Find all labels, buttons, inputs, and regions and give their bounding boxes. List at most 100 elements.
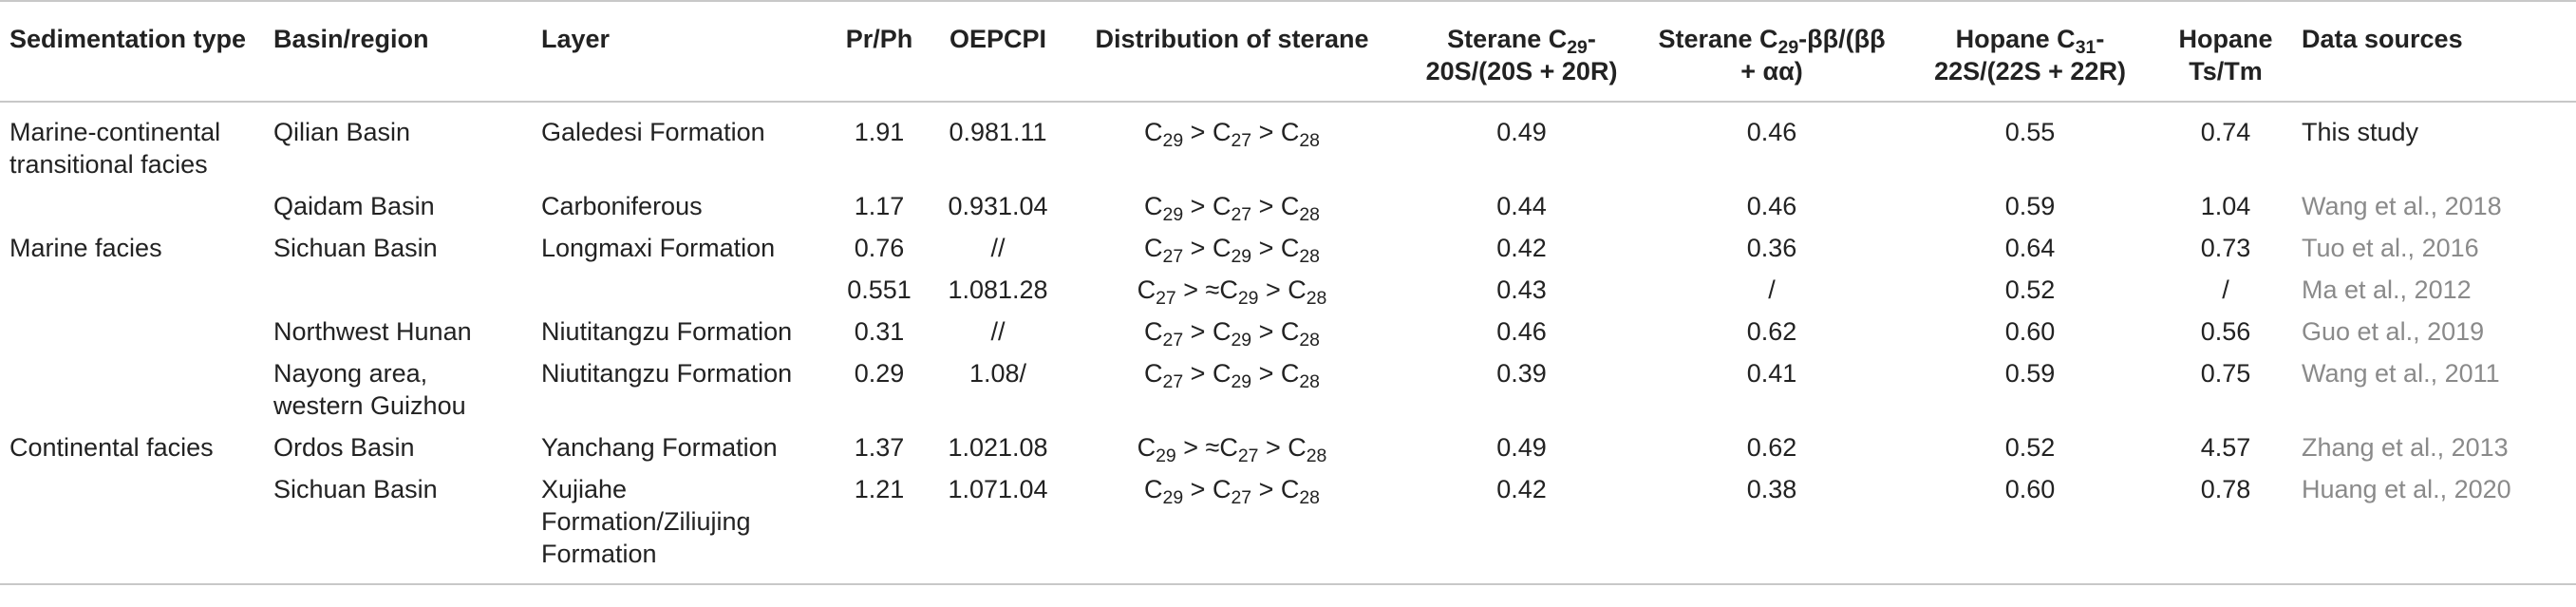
cell-oepcpi: // bbox=[990, 317, 1006, 346]
header-sedimentation-type: Sedimentation type bbox=[0, 0, 264, 103]
table-row: 0.551 1.081.28 C27 > ≈C29 > C28 0.43 / 0.52 / M… bbox=[0, 269, 2576, 311]
cell-basin-region: Ordos Basin bbox=[273, 433, 415, 462]
cell-sterane-20s: 0.42 bbox=[1401, 468, 1643, 585]
header-sterane-bb: Sterane C29-ββ/(ββ + αα) bbox=[1643, 0, 1901, 103]
cell-hopane-22s: 0.64 bbox=[2004, 234, 2056, 262]
cell-sterane-20s: 0.43 bbox=[1496, 275, 1547, 304]
cell-hopane-22s: 0.60 bbox=[2004, 317, 2056, 346]
cell-data-source[interactable]: Huang et al., 2020 bbox=[2292, 468, 2576, 585]
cell-pr-ph: 0.551 bbox=[847, 275, 912, 304]
cell-pr-ph: 1.91 bbox=[854, 118, 905, 146]
cell-data-source[interactable]: Wang et al., 2018 bbox=[2302, 192, 2502, 220]
cell-distribution: C29 > C27 > C28 bbox=[1063, 468, 1401, 585]
cell-sedimentation-type: Marine-continental transitional facies bbox=[9, 118, 221, 179]
cell-layer: Niutitangzu Formation bbox=[541, 317, 793, 346]
header-sterane-20s: Sterane C29-20S/(20S + 20R) bbox=[1401, 0, 1643, 103]
cell-distribution: C27 > ≈C29 > C28 bbox=[1137, 275, 1327, 309]
cell-oepcpi: 1.081.28 bbox=[948, 275, 1048, 304]
cell-hopane-22s: 0.59 bbox=[2004, 359, 2056, 388]
cell-data-source[interactable]: Tuo et al., 2016 bbox=[2302, 234, 2479, 262]
cell-sterane-20s: 0.39 bbox=[1496, 359, 1547, 388]
cell-hopane-ts: 0.75 bbox=[2200, 359, 2251, 388]
cell-sterane-bb: 0.62 bbox=[1746, 433, 1797, 462]
cell-pr-ph: 0.76 bbox=[854, 234, 905, 262]
cell-basin-region: Qilian Basin bbox=[273, 118, 411, 146]
cell-layer: Carboniferous bbox=[541, 192, 703, 220]
cell-hopane-ts: 4.57 bbox=[2200, 433, 2251, 462]
cell-sterane-bb: 0.38 bbox=[1643, 468, 1901, 585]
cell-hopane-ts: 1.04 bbox=[2200, 192, 2251, 220]
cell-layer: Yanchang Formation bbox=[541, 433, 778, 462]
header-distribution: Distribution of sterane bbox=[1063, 0, 1401, 103]
cell-sterane-bb: 0.46 bbox=[1746, 192, 1797, 220]
cell-sedimentation-type: Marine facies bbox=[9, 234, 162, 262]
table-row: Continental facies Ordos Basin Yanchang Fo… bbox=[0, 427, 2576, 468]
cell-pr-ph: 1.17 bbox=[854, 192, 905, 220]
cell-sterane-bb: 0.62 bbox=[1746, 317, 1797, 346]
cell-layer: Longmaxi Formation bbox=[541, 234, 776, 262]
header-data-sources: Data sources bbox=[2292, 0, 2576, 103]
cell-sterane-20s: 0.49 bbox=[1496, 118, 1547, 146]
cell-sterane-bb: / bbox=[1768, 275, 1776, 304]
cell-hopane-22s: 0.55 bbox=[2004, 118, 2056, 146]
cell-pr-ph: 1.37 bbox=[854, 433, 905, 462]
cell-oepcpi: 1.08/ bbox=[968, 359, 1027, 388]
cell-hopane-ts: 0.56 bbox=[2200, 317, 2251, 346]
cell-distribution: C29 > C27 > C28 bbox=[1144, 192, 1320, 225]
table-row: Qaidam Basin Carboniferous 1.17 0.931.04 C29… bbox=[0, 185, 2576, 227]
table-row: Marine facies Sichuan Basin Longmaxi Forma… bbox=[0, 227, 2576, 269]
header-pr-ph: Pr/Ph bbox=[826, 0, 932, 103]
cell-distribution: C27 > C29 > C28 bbox=[1144, 359, 1320, 392]
cell-distribution: C29 > C27 > C28 bbox=[1144, 118, 1320, 151]
cell-hopane-22s: 0.60 bbox=[1901, 468, 2159, 585]
cell-pr-ph: 0.31 bbox=[854, 317, 905, 346]
table-body: Marine-continental transitional facies Qi… bbox=[0, 102, 2576, 585]
cell-hopane-ts: 0.74 bbox=[2200, 118, 2251, 146]
table-row: Marine-continental transitional facies Qi… bbox=[0, 102, 2576, 185]
cell-basin-region: Qaidam Basin bbox=[273, 192, 435, 220]
header-hopane-22s: Hopane C31-22S/(22S + 22R) bbox=[1901, 0, 2159, 103]
cell-hopane-ts: / bbox=[2222, 275, 2229, 304]
table-header-row: Sedimentation type Basin/region Layer Pr… bbox=[0, 0, 2576, 103]
table-row: Northwest Hunan Niutitangzu Formation 0.31… bbox=[0, 311, 2576, 352]
cell-basin-region: Northwest Hunan bbox=[273, 317, 472, 346]
cell-data-source[interactable]: Zhang et al., 2013 bbox=[2302, 433, 2509, 462]
cell-layer: Niutitangzu Formation bbox=[541, 359, 793, 388]
cell-basin-region: Sichuan Basin bbox=[273, 234, 438, 262]
cell-sedimentation-type bbox=[0, 468, 264, 585]
cell-data-source[interactable]: Ma et al., 2012 bbox=[2302, 275, 2472, 304]
cell-basin-region: Nayong area, western Guizhou bbox=[273, 359, 466, 420]
cell-layer: Xujiahe Formation/Ziliujing Formation bbox=[532, 468, 826, 585]
cell-data-source[interactable]: Guo et al., 2019 bbox=[2302, 317, 2485, 346]
cell-pr-ph: 1.21 bbox=[826, 468, 932, 585]
cell-hopane-22s: 0.59 bbox=[2004, 192, 2056, 220]
cell-sterane-bb: 0.41 bbox=[1746, 359, 1797, 388]
header-layer: Layer bbox=[532, 0, 826, 103]
cell-oepcpi: 1.021.08 bbox=[948, 433, 1048, 462]
cell-hopane-ts: 0.73 bbox=[2200, 234, 2251, 262]
cell-hopane-22s: 0.52 bbox=[2004, 275, 2056, 304]
cell-sedimentation-type bbox=[0, 352, 264, 427]
cell-layer: Galedesi Formation bbox=[541, 118, 765, 146]
cell-hopane-ts: 0.78 bbox=[2159, 468, 2292, 585]
cell-sterane-20s: 0.46 bbox=[1496, 317, 1547, 346]
cell-pr-ph: 0.29 bbox=[854, 359, 905, 388]
cell-distribution: C27 > C29 > C28 bbox=[1144, 234, 1320, 267]
table-row: Sichuan Basin Xujiahe Formation/Ziliujing… bbox=[0, 468, 2576, 585]
cell-sedimentation-type bbox=[0, 269, 264, 311]
cell-sterane-bb: 0.36 bbox=[1746, 234, 1797, 262]
cell-data-source[interactable]: Wang et al., 2011 bbox=[2302, 359, 2500, 388]
cell-distribution: C27 > C29 > C28 bbox=[1144, 317, 1320, 351]
header-oepcpi: OEPCPI bbox=[932, 0, 1063, 103]
header-basin-region: Basin/region bbox=[264, 0, 532, 103]
table-row: Nayong area, western Guizhou Niutitangzu … bbox=[0, 352, 2576, 427]
cell-data-source[interactable]: This study bbox=[2302, 118, 2419, 146]
cell-sterane-20s: 0.42 bbox=[1496, 234, 1547, 262]
cell-oepcpi: 0.931.04 bbox=[948, 192, 1048, 220]
cell-sedimentation-type: Continental facies bbox=[9, 433, 214, 462]
cell-layer bbox=[532, 269, 826, 311]
cell-oepcpi: 0.981.11 bbox=[949, 118, 1047, 146]
cell-sterane-20s: 0.44 bbox=[1496, 192, 1547, 220]
cell-distribution: C29 > ≈C27 > C28 bbox=[1137, 433, 1327, 466]
